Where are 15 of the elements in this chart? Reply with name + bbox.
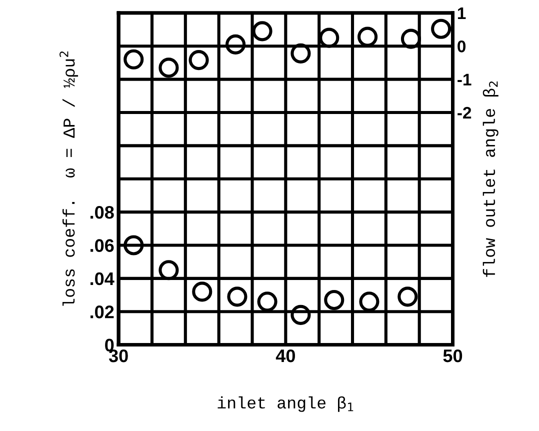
y2-axis-title: flow outlet angle β$_{2}$ <box>482 82 498 277</box>
x-tick-label: 30 <box>108 349 128 362</box>
y-axis-title: loss coeff. ω = ΔP / ½ρu$^{2}$ <box>60 51 78 306</box>
y2-tick-label: 1 <box>458 8 466 19</box>
y-tick-label: 0 <box>105 338 114 352</box>
y2-tick-label: -2 <box>458 106 472 119</box>
x-axis-title: inlet angle β$_{1}$ <box>218 396 354 412</box>
x-tick-label: 40 <box>276 349 295 362</box>
x-tick-label: 50 <box>443 349 462 362</box>
y-tick-label: .06 <box>90 239 114 252</box>
y-tick-label: .08 <box>90 206 114 219</box>
y-tick-label: .02 <box>90 306 114 318</box>
y-tick-label: .04 <box>90 272 114 286</box>
y2-tick-label: -1 <box>458 74 472 86</box>
y2-tick-label: 0 <box>458 40 466 52</box>
